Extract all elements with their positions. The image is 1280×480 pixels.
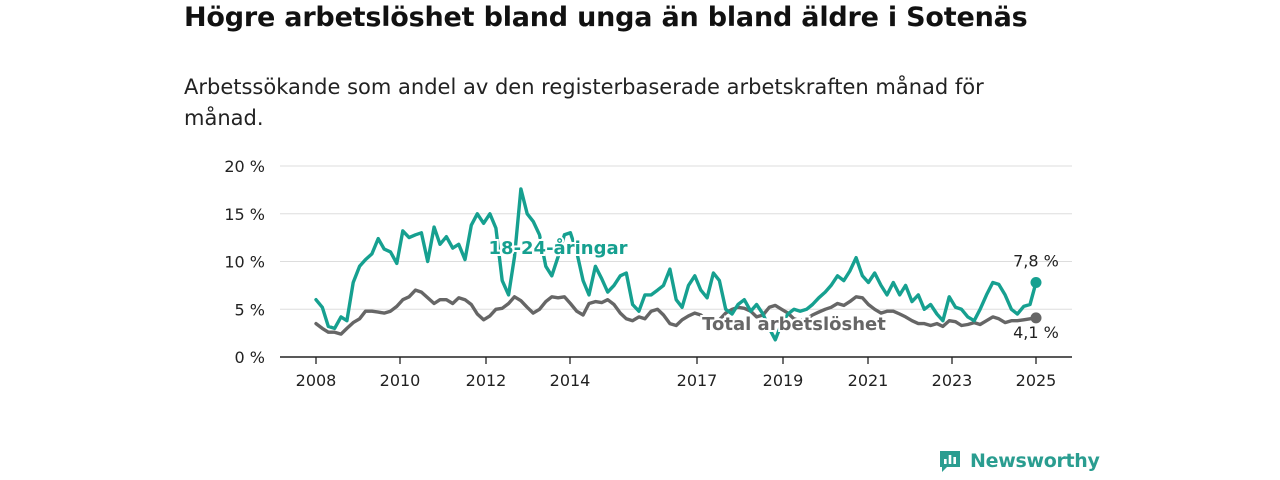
y-tick-label: 0 %	[235, 348, 265, 367]
end-point-youth	[1030, 277, 1042, 289]
end-point-total	[1030, 312, 1042, 324]
series-lines	[314, 187, 1042, 342]
y-axis-ticks: 0 % 5 % 10 % 15 % 20 %	[224, 157, 265, 367]
line-chart: 0 %5 %10 %15 %20 % 2008 2010 2012 2014 2017 2…	[224, 157, 1072, 390]
y-tick-label: 5 %	[235, 300, 265, 319]
end-value-label-total: 4,1 %	[1013, 323, 1059, 342]
end-value-label-youth: 7,8 %	[1013, 252, 1059, 271]
x-tick-label: 2021	[848, 371, 889, 390]
x-tick-label: 2025	[1016, 371, 1057, 390]
y-tick-label: 20 %	[224, 157, 265, 176]
y-tick-label: 15 %	[224, 205, 265, 224]
y-tick-label: 10 %	[224, 253, 265, 272]
newsworthy-logo: Newsworthy	[938, 449, 1100, 473]
series-line-total	[314, 288, 1038, 336]
series-label-total: Total arbetslöshet	[702, 314, 886, 335]
grid-lines	[280, 165, 1072, 358]
series-label-youth: 18-24-åringar	[489, 237, 628, 259]
x-tick-label: 2017	[677, 371, 718, 390]
x-tick-label: 2023	[932, 371, 973, 390]
chart-title: Högre arbetslöshet bland unga än bland ä…	[184, 2, 1028, 33]
x-tick-label: 2019	[763, 371, 804, 390]
x-axis: 2008 2010 2012 2014 2017 2019 2021 2023 2025	[296, 357, 1057, 390]
bar-chart-icon	[940, 451, 960, 472]
x-tick-label: 2008	[296, 371, 337, 390]
x-tick-label: 2014	[550, 371, 591, 390]
series-labels: 4,1 % 7,8 % 18-24-åringar Total arbetslöshe…	[487, 235, 1059, 342]
series-line-youth	[314, 187, 1038, 342]
x-tick-label: 2010	[380, 371, 421, 390]
x-tick-label: 2012	[466, 371, 507, 390]
chart-subtitle: Arbetssökande som andel av den registerb…	[184, 75, 984, 130]
brand-name: Newsworthy	[970, 450, 1100, 472]
